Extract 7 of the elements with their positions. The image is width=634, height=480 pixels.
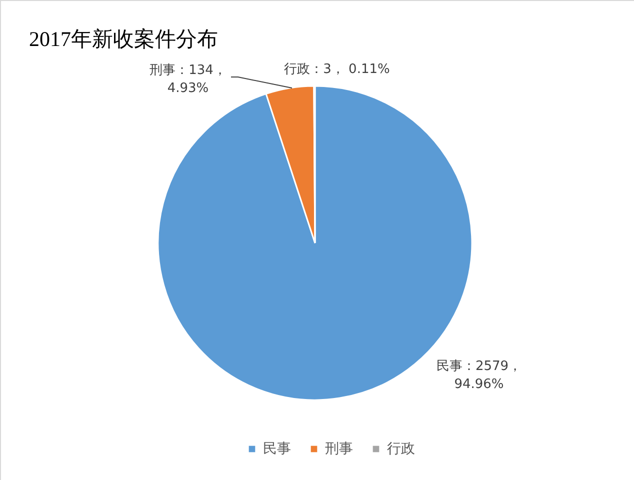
data-label: 刑事：134， 4.93%: [150, 63, 226, 96]
legend-label: 民事: [263, 441, 291, 457]
chart-title: 2017年新收案件分布: [29, 27, 218, 51]
legend-label: 行政: [387, 441, 415, 457]
data-label: 民事：2579， 94.96%: [436, 359, 522, 392]
legend-label: 刑事: [325, 441, 353, 457]
data-label: 行政：3， 0.11%: [284, 62, 390, 77]
